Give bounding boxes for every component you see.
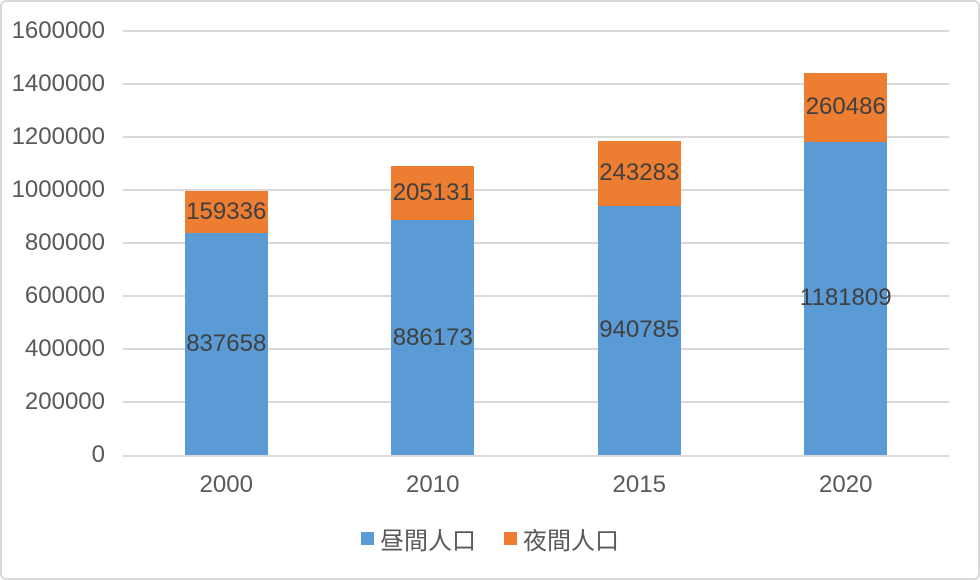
nighttime-population-legend-swatch <box>504 532 517 545</box>
daytime-population-data-label: 886173 <box>392 323 473 351</box>
x-axis-category-label: 2000 <box>199 471 253 498</box>
y-gridline <box>123 348 949 350</box>
daytime-population-legend-label: 昼間人口 <box>380 528 476 555</box>
y-axis-tick-label: 1600000 <box>11 17 105 44</box>
daytime-population-bar-segment <box>597 205 681 455</box>
y-gridline <box>123 242 949 244</box>
y-gridline <box>123 189 949 191</box>
daytime-population-data-label: 1181809 <box>799 284 892 312</box>
y-gridline <box>123 295 949 297</box>
x-axis-category-label: 2015 <box>612 471 666 498</box>
nighttime-population-bar-segment <box>391 165 475 221</box>
daytime-population-bar-segment <box>391 220 475 455</box>
y-axis-tick-label: 0 <box>91 441 105 468</box>
legend-item-nighttime-population: 夜間人口 <box>504 521 619 556</box>
nighttime-population-bar-segment <box>184 190 268 233</box>
y-gridline <box>123 136 949 138</box>
y-axis-tick-label: 200000 <box>24 388 105 415</box>
nighttime-population-data-label: 243283 <box>599 159 680 187</box>
nighttime-population-bar-segment <box>804 72 888 142</box>
y-gridline <box>123 83 949 85</box>
nighttime-population-legend-label: 夜間人口 <box>523 528 619 555</box>
nighttime-population-data-label: 205131 <box>392 178 473 206</box>
x-axis-category-label: 2010 <box>406 471 460 498</box>
nighttime-population-data-label: 260486 <box>805 93 886 121</box>
y-axis-tick-label: 600000 <box>24 282 105 309</box>
y-axis-tick-label: 1400000 <box>11 70 105 97</box>
y-axis-tick-label: 1200000 <box>11 123 105 150</box>
y-gridline <box>123 30 949 32</box>
chart-legend: 昼間人口 夜間人口 <box>2 521 978 556</box>
x-axis-category-label: 2020 <box>819 471 873 498</box>
daytime-population-data-label: 837658 <box>186 330 267 357</box>
daytime-population-data-label: 940785 <box>599 316 680 344</box>
y-gridline <box>123 401 949 403</box>
daytime-population-bar-segment <box>804 141 888 455</box>
y-axis-tick-label: 800000 <box>24 229 105 256</box>
y-axis-tick-label: 1000000 <box>11 176 105 203</box>
nighttime-population-data-label: 159336 <box>186 197 267 225</box>
y-axis-tick-label: 400000 <box>24 335 105 362</box>
x-axis-line <box>123 455 949 457</box>
daytime-population-bar-segment <box>184 233 268 455</box>
nighttime-population-bar-segment <box>597 141 681 206</box>
legend-item-daytime-population: 昼間人口 <box>361 521 476 556</box>
daytime-population-legend-swatch <box>361 532 374 545</box>
